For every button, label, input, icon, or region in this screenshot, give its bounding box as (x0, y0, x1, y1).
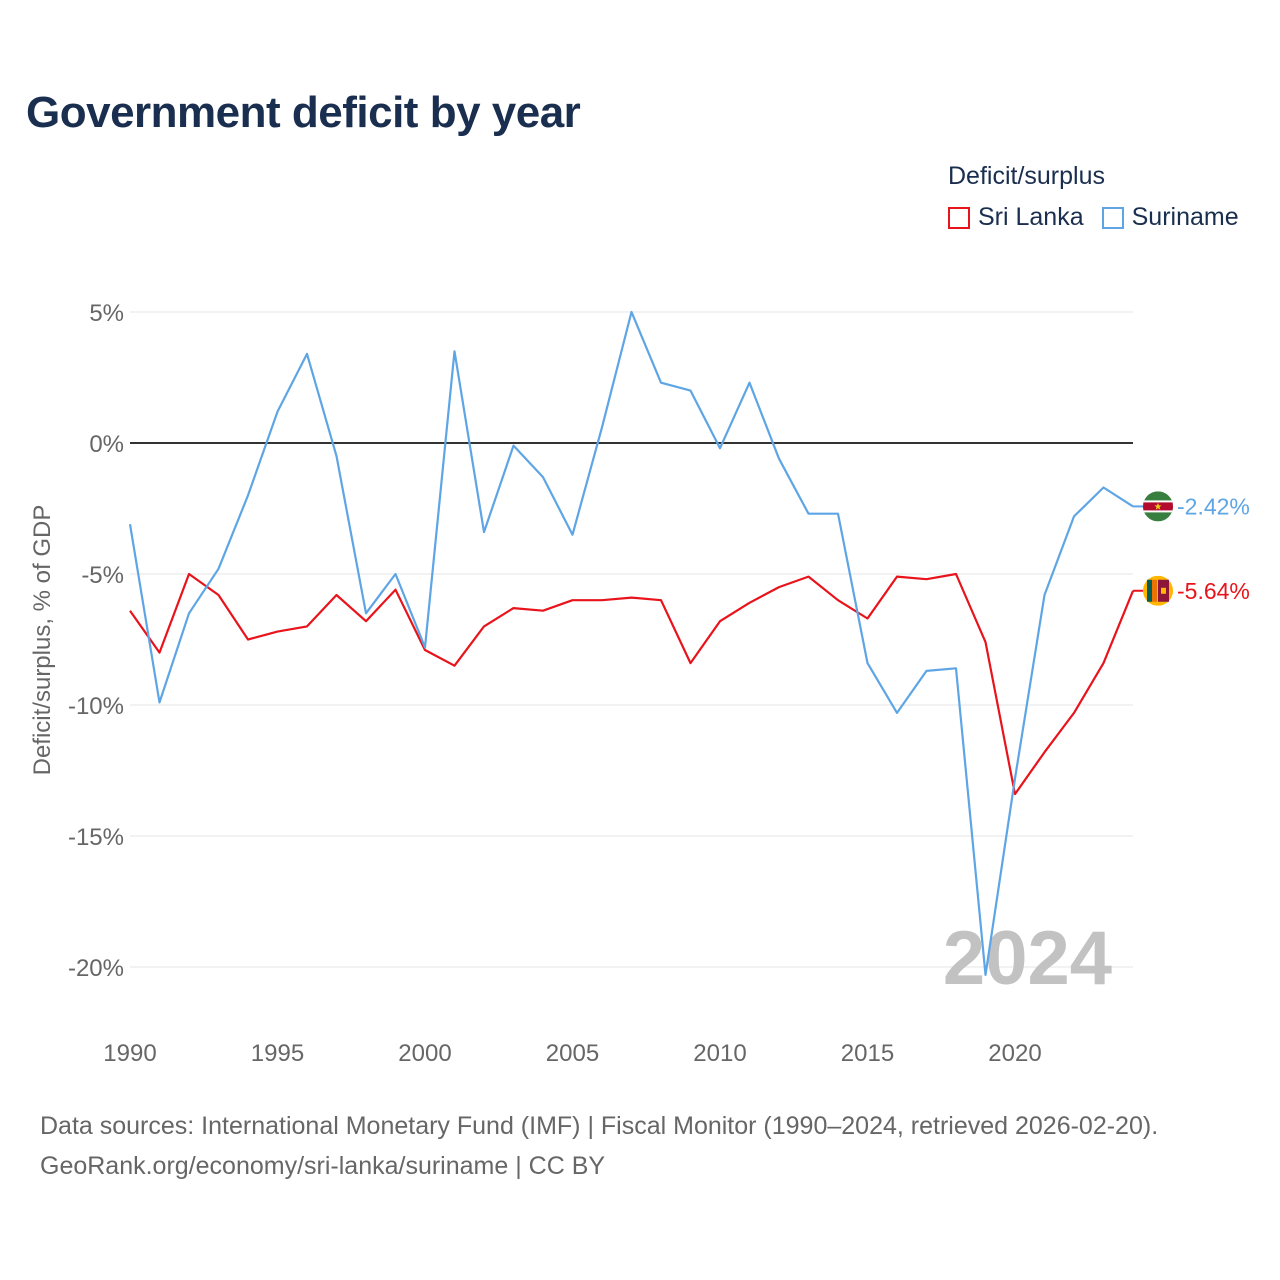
end-value-label-sri-lanka: -5.64% (1177, 578, 1250, 604)
y-tick-label: -15% (68, 824, 124, 851)
x-tick-label: 1990 (103, 1040, 156, 1067)
series-line-suriname (128, 310, 1134, 977)
x-tick-label: 2000 (398, 1040, 451, 1067)
legend-label-suriname: Suriname (1131, 203, 1239, 231)
x-tick-label: 2020 (988, 1040, 1041, 1067)
x-tick-label: 2005 (546, 1040, 599, 1067)
line-chart: 2024 5% 0% -5% -10% -15% -20% 1990 1995 2000 200… (29, 300, 1250, 1067)
x-tick-label: 1995 (251, 1040, 304, 1067)
flag-star (1154, 502, 1162, 510)
end-value-label-suriname: -2.42% (1177, 493, 1250, 519)
flag-stripe-green (1147, 579, 1152, 602)
y-axis-label: Deficit/surplus, % of GDP (29, 505, 56, 776)
x-tick-label: 2010 (693, 1040, 746, 1067)
suriname-flag-icon (1143, 491, 1173, 522)
y-tick-label: -5% (81, 562, 124, 589)
y-tick-label: -20% (68, 955, 124, 982)
series-line-sri-lanka (129, 572, 1135, 796)
x-tick-label: 2015 (841, 1040, 894, 1067)
flag-lion (1161, 587, 1166, 594)
legend-swatch-suriname (1101, 206, 1124, 229)
legend-label-sri-lanka: Sri Lanka (978, 203, 1084, 231)
chart-title: Government deficit by year (26, 88, 581, 137)
source-line-2[interactable]: GeoRank.org/economy/sri-lanka/suriname |… (40, 1152, 606, 1180)
sri-lanka-flag-icon (1143, 575, 1173, 606)
legend-item-suriname[interactable]: Suriname (1101, 203, 1239, 232)
legend-item-sri-lanka[interactable]: Sri Lanka (948, 203, 1084, 232)
legend-swatch-sri-lanka (948, 206, 970, 229)
y-tick-label: -10% (68, 693, 124, 720)
legend: Deficit/surplus Sri Lanka Suriname (948, 162, 1239, 232)
source-note: Data sources: International Monetary Fun… (40, 1106, 1158, 1186)
legend-title: Deficit/surplus (948, 162, 1105, 190)
flag-stripe-orange (1152, 579, 1157, 602)
year-watermark: 2024 (943, 916, 1112, 1001)
y-tick-label: 5% (89, 300, 124, 327)
y-tick-label: 0% (89, 431, 124, 458)
source-line-1: Data sources: International Monetary Fun… (40, 1112, 1159, 1140)
